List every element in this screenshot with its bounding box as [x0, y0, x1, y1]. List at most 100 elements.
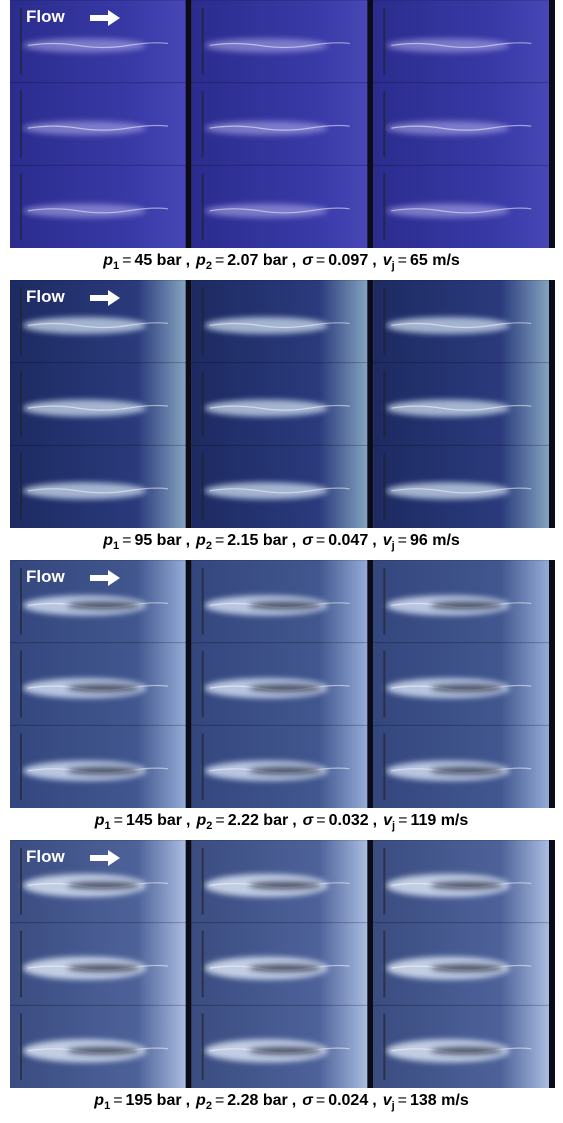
equals: =: [215, 812, 225, 829]
jet-edge: [27, 124, 169, 131]
caption: p1 = 45 bar, p2 = 2.07 bar, σ = 0.097, vj = 65 m/s: [0, 252, 563, 272]
jet: [22, 399, 147, 417]
symbol: σ: [302, 252, 313, 269]
value: 0.024: [328, 1092, 369, 1109]
jet-edge: [27, 322, 169, 329]
separator: ,: [185, 532, 191, 549]
subscript: 1: [104, 820, 111, 833]
value: 2.22 bar: [227, 812, 289, 829]
cavity: [430, 881, 504, 890]
value: 145 bar: [125, 812, 183, 829]
cavity: [67, 1046, 140, 1055]
symbol: p: [103, 532, 113, 549]
cavity: [67, 964, 140, 973]
frame-separator: [185, 840, 192, 1088]
separator: ,: [372, 1092, 377, 1109]
value: 96 m/s: [410, 532, 460, 549]
nozzle: [201, 8, 204, 75]
frame-separator: [367, 840, 374, 1088]
nozzle: [201, 650, 204, 718]
jet: [22, 482, 147, 500]
frame-separator: [549, 280, 555, 528]
cavity: [248, 766, 322, 775]
panel: Flow p1 = 45 bar, p2 = 2.07 bar, σ = 0.097, vj = 65 …: [0, 0, 563, 280]
separator: ,: [291, 532, 297, 549]
subscript: 2: [205, 1100, 212, 1113]
subscript: j: [391, 1100, 395, 1113]
nozzle: [201, 1013, 204, 1080]
value: 119 m/s: [410, 812, 469, 829]
value: 2.07 bar: [227, 252, 288, 269]
symbol: v: [382, 1092, 392, 1109]
equals: =: [397, 532, 407, 549]
subscript: j: [391, 540, 395, 553]
equals: =: [315, 532, 326, 549]
frame-separator: [185, 280, 192, 528]
equals: =: [397, 1092, 407, 1109]
cavity: [430, 766, 504, 775]
nozzle: [383, 173, 386, 240]
jet: [204, 121, 328, 136]
separator: ,: [292, 812, 297, 829]
jet: [386, 482, 510, 500]
separator: ,: [291, 1092, 297, 1109]
subscript: 2: [206, 820, 213, 833]
flow-label: Flow: [26, 567, 65, 586]
nozzle: [20, 173, 22, 240]
nozzle: [20, 733, 22, 800]
jet: [22, 203, 147, 218]
jet-edge: [27, 207, 169, 214]
symbol: σ: [302, 1092, 313, 1109]
jet: [386, 316, 510, 334]
symbol: p: [196, 532, 206, 549]
nozzle: [201, 568, 204, 635]
nozzle: [383, 650, 386, 718]
symbol: p: [94, 1092, 105, 1109]
frame-separator: [549, 840, 555, 1088]
cavity: [248, 964, 322, 973]
jet: [386, 399, 510, 417]
nozzle: [20, 288, 22, 355]
frame-separator: [367, 0, 374, 248]
separator: ,: [185, 1092, 191, 1109]
symbol: p: [196, 1092, 206, 1109]
jet: [204, 399, 328, 417]
nozzle: [20, 650, 22, 718]
cavity: [67, 881, 140, 890]
value: 138 m/s: [410, 1092, 469, 1109]
nozzle: [383, 930, 386, 998]
nozzle: [201, 733, 204, 800]
cavity: [248, 684, 322, 693]
symbol: v: [382, 252, 392, 269]
cavity: [430, 601, 504, 610]
frame-separator: [549, 0, 555, 248]
jet: [204, 316, 328, 334]
nozzle: [383, 733, 386, 800]
jet-edge: [209, 42, 350, 49]
symbol: p: [196, 252, 206, 269]
symbol: σ: [302, 532, 313, 549]
flow-arrow: [90, 290, 120, 306]
value: 0.097: [328, 252, 369, 269]
nozzle: [20, 848, 22, 915]
separator: ,: [372, 252, 377, 269]
flow-arrow: [90, 850, 120, 866]
jet: [22, 38, 147, 53]
nozzle: [20, 8, 22, 75]
value: 65 m/s: [410, 252, 460, 269]
nozzle: [201, 173, 204, 240]
jet-edge: [209, 124, 350, 131]
cavity: [248, 881, 322, 890]
jet-edge: [209, 404, 350, 411]
jet-edge: [391, 322, 532, 329]
jet-edge: [209, 487, 350, 494]
flow-label: Flow: [26, 847, 65, 866]
cavity: [430, 964, 504, 973]
photo-grid: Flow: [10, 280, 555, 528]
flow-label: Flow: [26, 7, 65, 26]
nozzle: [383, 568, 386, 635]
nozzle: [383, 370, 386, 438]
nozzle: [20, 568, 22, 635]
nozzle: [20, 930, 22, 998]
flow-arrow: [90, 570, 120, 586]
